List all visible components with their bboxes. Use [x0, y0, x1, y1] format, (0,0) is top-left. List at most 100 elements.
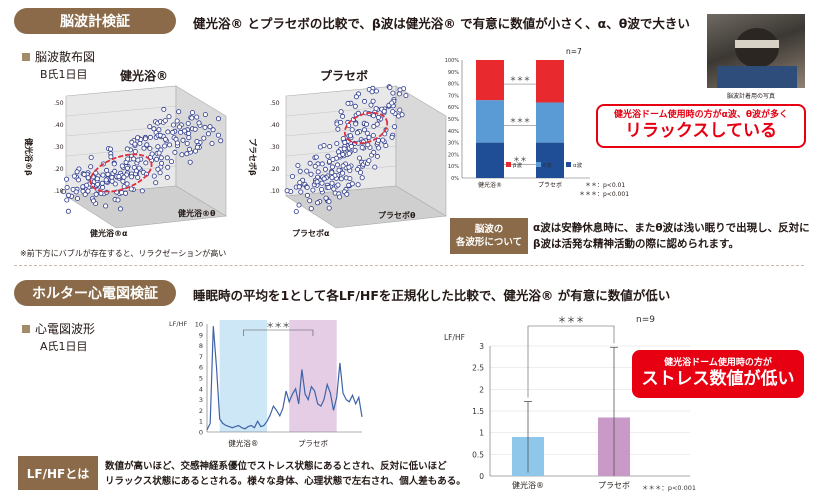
scatter-point	[307, 198, 313, 204]
scatter-point	[104, 167, 110, 173]
scatter-point	[352, 103, 358, 109]
chart1-sig-label: ＊＊＊	[510, 75, 531, 83]
scatter-point	[136, 165, 142, 171]
scatter-point	[100, 172, 106, 178]
scatter-point	[154, 156, 160, 162]
scatter-point	[390, 109, 396, 115]
scatter-point	[174, 140, 180, 146]
scatter-point	[147, 124, 153, 130]
scatter-point	[381, 108, 387, 114]
lfhf-label-box: LF/HFとは	[18, 456, 98, 490]
chart1-ytick: 40%	[448, 129, 459, 135]
scatter-point	[156, 150, 162, 156]
scatter-point	[315, 169, 321, 175]
scatter-point	[179, 152, 185, 158]
ecg-line	[206, 326, 363, 431]
scatter-point	[81, 171, 87, 177]
scatter-point	[284, 188, 290, 194]
callout-line2: リラックスしている	[625, 121, 777, 141]
scatter-point	[347, 176, 353, 182]
relax-callout: 健光浴ドーム使用時の方がα波、θ波が多く リラックスしている	[596, 104, 806, 148]
scatter-right-axis-vertical: プラセボβ	[248, 138, 257, 176]
chart1-ytick: 80%	[448, 82, 459, 88]
scatter-point	[124, 165, 130, 171]
scatter-point	[355, 167, 361, 173]
chart1-legend-label: θ波	[543, 161, 552, 169]
scatter-point	[124, 181, 130, 187]
section-headline: 健光浴® とプラセボの比較で、β波は健光浴® で有意に数値が小さく、α、θ波で大…	[193, 16, 690, 31]
scatter-point	[115, 197, 121, 203]
explain-label-line2: 各波形について	[455, 237, 523, 248]
scatter-point	[329, 180, 335, 186]
scatter-point	[75, 195, 81, 201]
scatter-point	[60, 189, 66, 195]
scatter-point	[357, 155, 363, 161]
scatter-point	[345, 100, 351, 106]
section-tag-eeg: 脳波計検証	[14, 8, 176, 34]
scatter-point	[313, 154, 319, 160]
chart1-bar-segment	[476, 100, 504, 143]
scatter-tick: .40	[270, 122, 280, 129]
scatter-point	[157, 170, 163, 176]
scatter-point	[192, 126, 198, 132]
scatter-point	[359, 175, 365, 181]
scatter-point	[290, 174, 296, 180]
chart1-ytick: 30%	[448, 141, 459, 147]
scatter-point	[304, 184, 310, 190]
scatter-point	[297, 168, 303, 174]
scatter-point	[340, 151, 346, 157]
scatter-tick: .50	[54, 100, 64, 107]
scatter-point	[335, 182, 341, 188]
scatter-point	[325, 153, 331, 159]
scatter-point	[403, 93, 409, 99]
ecg-ytick: 2	[199, 407, 203, 415]
scatter-point	[308, 206, 314, 212]
ecg-ytick: 0	[199, 429, 203, 437]
chart1-bar-segment	[536, 142, 564, 178]
chart3-sig-label: ＊＊＊	[557, 316, 584, 326]
scatter-right-axis-bottom1: プラセボα	[292, 229, 330, 238]
scatter-highlight-ring	[89, 153, 153, 193]
scatter-point	[135, 157, 141, 163]
scatter-plot-kenkoyoku	[60, 85, 227, 229]
scatter-point	[161, 106, 167, 112]
scatter-point	[326, 198, 332, 204]
explain-label-line1: 脳波の	[474, 224, 504, 235]
scatter-point	[184, 141, 190, 147]
section-headline: 睡眠時の平均を1として各LF/HFを正規化した比較で、健光浴® が有意に数値が低…	[193, 288, 671, 303]
scatter-point	[340, 113, 346, 119]
scatter-point	[207, 124, 213, 130]
ecg-ytick: 8	[199, 342, 203, 350]
scatter-point	[111, 161, 117, 167]
chart3-ytick: 2.5	[472, 364, 484, 373]
scatter-point	[121, 174, 127, 180]
chart3-category-label: 健光浴®	[512, 480, 544, 490]
scatter-point	[352, 147, 358, 153]
scatter-point	[375, 137, 381, 143]
subheading: 心電図波形	[22, 320, 95, 337]
scatter-point	[71, 173, 77, 179]
scatter-tick: .40	[54, 122, 64, 129]
scatter-left-axis-vertical: 健光浴®β	[24, 138, 33, 176]
scatter-point	[162, 136, 168, 142]
scatter-gridline	[285, 125, 397, 137]
scatter-point	[153, 180, 159, 186]
scatter-point	[170, 129, 176, 135]
scatter-point	[327, 144, 333, 150]
ecg-ytick: 4	[199, 385, 203, 393]
scatter-plot-placebo	[284, 84, 447, 229]
scatter-point	[372, 164, 378, 170]
ecg-highlight-kenkoyoku	[219, 320, 268, 432]
scatter-point	[315, 200, 321, 206]
chart3-ytick: 0	[479, 472, 484, 481]
scatter-point	[310, 187, 316, 193]
scatter-point	[396, 91, 402, 97]
scatter-point	[307, 160, 313, 166]
scatter-point	[338, 109, 344, 115]
scatter-point	[354, 130, 360, 136]
scatter-point	[144, 142, 150, 148]
scatter-point	[304, 192, 310, 198]
person-photo-icon	[717, 28, 797, 88]
scatter-point	[362, 127, 368, 133]
lfhf-text-line1: 数値が高いほど、交感神経系優位でストレス状態にあるとされ、反対に低いほど	[105, 461, 447, 472]
